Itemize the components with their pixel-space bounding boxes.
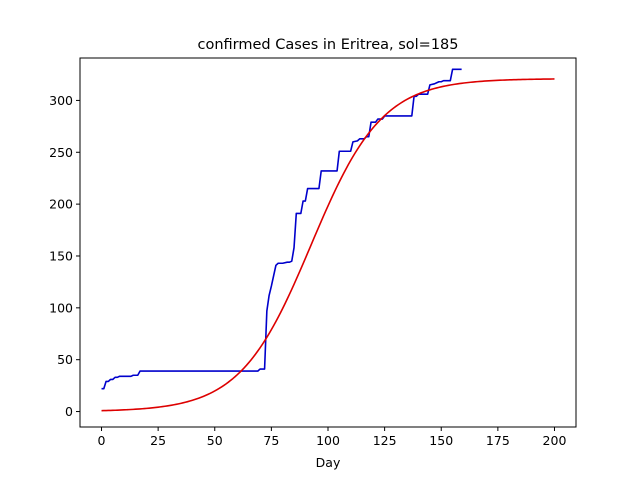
x-tick-label: 50 (207, 433, 223, 448)
y-tick-label: 0 (65, 404, 73, 419)
x-tick-label: 200 (543, 433, 567, 448)
x-tick-label: 100 (316, 433, 340, 448)
x-tick-label: 0 (98, 433, 106, 448)
chart-title: confirmed Cases in Eritrea, sol=185 (198, 37, 459, 53)
x-axis-label: Day (316, 455, 341, 470)
y-tick-label: 150 (49, 248, 73, 263)
x-tick-label: 150 (429, 433, 453, 448)
x-axis: 0 25 50 75 100 125 150 175 200 (98, 427, 567, 448)
x-tick-label: 75 (263, 433, 279, 448)
y-tick-label: 250 (49, 145, 73, 160)
y-tick-label: 200 (49, 197, 73, 212)
plot-layer (101, 68, 555, 412)
y-tick-label: 50 (57, 352, 73, 367)
model-fit-line (101, 78, 555, 412)
confirmed-cases-line (101, 68, 462, 390)
y-tick-label: 100 (49, 300, 73, 315)
y-axis: 0 50 100 150 200 250 300 (49, 93, 80, 419)
x-tick-label: 175 (486, 433, 510, 448)
y-tick-label: 300 (49, 93, 73, 108)
x-tick-label: 125 (373, 433, 397, 448)
x-tick-label: 25 (150, 433, 166, 448)
